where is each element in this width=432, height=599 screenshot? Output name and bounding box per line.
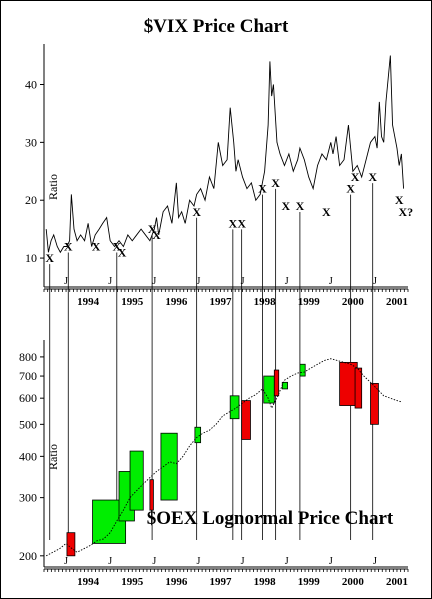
vix-annotation: X xyxy=(322,205,331,219)
vix-annotation: X xyxy=(237,216,246,230)
vix-annotation: X xyxy=(148,222,157,236)
oex-chart: 200 300 400 500 600 700 800 J 1994 J 1995 J 1996 J 19… xyxy=(19,340,409,588)
vix-y-tick-label: 30 xyxy=(25,135,37,149)
oex-year-label: 2001 xyxy=(386,576,408,588)
oex-january-marker: J xyxy=(329,556,333,567)
oex-january-marker: J xyxy=(241,556,245,567)
oex-year-label: 1995 xyxy=(121,576,144,588)
oex-y-tick-label: 800 xyxy=(19,350,37,364)
oex-y-tick-label: 300 xyxy=(19,491,37,505)
oex-year-label: 1994 xyxy=(77,576,100,588)
oex-green-box xyxy=(281,381,288,390)
vix-annotation: X xyxy=(271,176,280,190)
vix-y-tick-label: 40 xyxy=(25,78,37,92)
vix-annotation: X xyxy=(346,182,355,196)
vix-annotation: X xyxy=(64,240,73,254)
oex-green-box xyxy=(263,375,275,404)
vix-year-label: 2001 xyxy=(386,296,408,308)
oex-january-marker: J xyxy=(373,556,377,567)
vix-january-marker: J xyxy=(152,276,156,287)
oex-y-tick-label: 400 xyxy=(19,449,37,463)
oex-january-marker: J xyxy=(108,556,112,567)
oex-y-tick-label: 600 xyxy=(19,391,37,405)
oex-red-box xyxy=(354,367,363,409)
oex-january-marker: J xyxy=(152,556,156,567)
oex-year-label: 1996 xyxy=(165,576,188,588)
vix-y-tick-label: 20 xyxy=(25,193,37,207)
vix-annotation: X xyxy=(112,240,121,254)
vix-y-ticks: 10 20 30 40 xyxy=(25,78,44,265)
vix-annotation: X xyxy=(118,245,127,259)
vix-year-label: 1999 xyxy=(298,296,321,308)
vix-annotation: X xyxy=(395,193,404,207)
oex-year-label: 1999 xyxy=(298,576,321,588)
vix-annotation: X xyxy=(351,170,360,184)
oex-red-box xyxy=(241,400,251,440)
oex-y-ticks: 200 300 400 500 600 700 800 xyxy=(19,350,44,563)
vix-chart-title: $VIX Price Chart xyxy=(144,16,289,37)
vix-x-ticks: J 1994 J 1995 J 1996 J 1997 J 1998 J 1999 J 2000 J 2001 xyxy=(43,276,409,308)
vix-january-marker: J xyxy=(64,276,68,287)
vix-year-label: 1997 xyxy=(209,296,232,308)
vix-annotation: X xyxy=(296,199,305,213)
oex-year-label: 2000 xyxy=(342,576,365,588)
vix-year-label: 2000 xyxy=(342,296,365,308)
vix-annotation: X xyxy=(258,182,267,196)
vix-year-label: 1996 xyxy=(165,296,188,308)
vix-annotation: X? xyxy=(398,205,413,219)
vix-annotation: X xyxy=(229,216,238,230)
vix-annotation: X xyxy=(92,240,101,254)
vix-annotation: X xyxy=(45,251,54,265)
oex-red-box xyxy=(66,532,76,557)
vix-january-marker: J xyxy=(373,276,377,287)
oex-red-box xyxy=(273,369,280,397)
oex-y-tick-label: 200 xyxy=(19,549,37,563)
vix-annotation: X xyxy=(152,228,161,242)
oex-green-box xyxy=(160,432,178,501)
vix-series-line xyxy=(45,55,405,254)
vix-y-tick-label: 10 xyxy=(25,251,37,265)
oex-boxes xyxy=(66,361,379,557)
vix-january-marker: J xyxy=(241,276,245,287)
oex-y-label: Ratio xyxy=(46,444,60,470)
oex-january-marker: J xyxy=(64,556,68,567)
vix-year-label: 1995 xyxy=(121,296,144,308)
oex-year-label: 1998 xyxy=(254,576,277,588)
vix-january-marker: J xyxy=(196,276,200,287)
vix-annotation: X xyxy=(368,170,377,184)
oex-chart-title: $OEX Lognormal Price Chart xyxy=(147,508,394,529)
oex-year-label: 1997 xyxy=(209,576,232,588)
oex-january-marker: J xyxy=(196,556,200,567)
oex-green-box xyxy=(194,426,202,444)
vix-january-marker: J xyxy=(285,276,289,287)
oex-january-marker: J xyxy=(285,556,289,567)
vix-january-marker: J xyxy=(329,276,333,287)
vix-january-marker: J xyxy=(108,276,112,287)
vix-y-label: Ratio xyxy=(46,174,60,200)
oex-red-box xyxy=(149,479,154,511)
oex-x-ticks: J 1994 J 1995 J 1996 J 1997 J 1998 J 1999 J 2000 J 2001 xyxy=(43,556,409,588)
oex-red-box xyxy=(339,361,358,406)
oex-green-box xyxy=(229,395,240,420)
oex-green-box xyxy=(299,363,306,377)
oex-red-box xyxy=(370,383,379,425)
oex-y-tick-label: 700 xyxy=(19,369,37,383)
vix-year-label: 1998 xyxy=(254,296,277,308)
vix-annotation: X xyxy=(281,199,290,213)
oex-green-box xyxy=(129,450,144,511)
oex-series-line xyxy=(45,358,402,557)
vix-annotation: X xyxy=(192,205,201,219)
oex-y-tick-label: 500 xyxy=(19,417,37,431)
vix-year-label: 1994 xyxy=(77,296,100,308)
